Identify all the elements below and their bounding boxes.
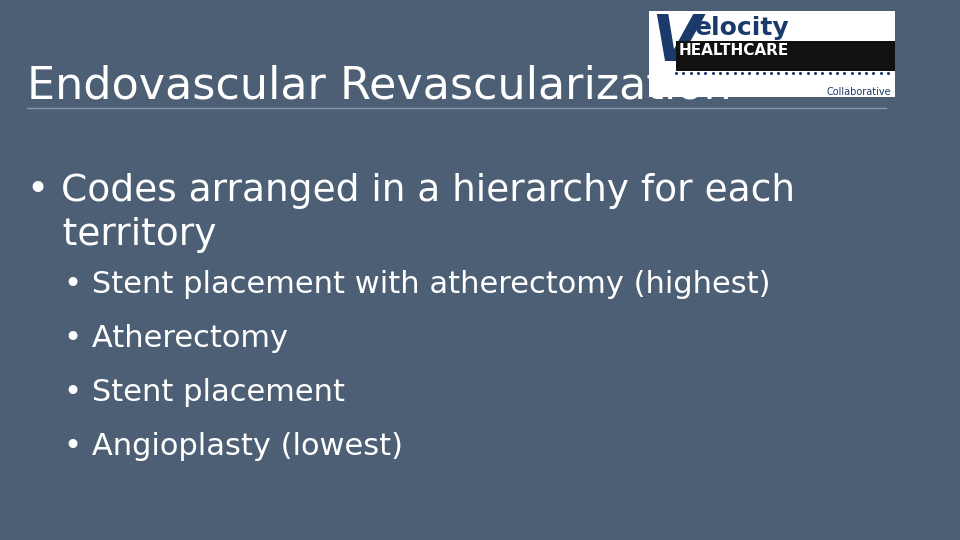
Text: • Codes arranged in a hierarchy for each
   territory: • Codes arranged in a hierarchy for each… [28,173,796,253]
Text: Collaborative: Collaborative [827,87,891,97]
Text: Endovascular Revascularization: Endovascular Revascularization [28,65,732,108]
Text: elocity: elocity [694,16,789,40]
Text: • Stent placement with atherectomy (highest): • Stent placement with atherectomy (high… [64,270,771,299]
Text: • Angioplasty (lowest): • Angioplasty (lowest) [64,432,403,461]
Text: • Stent placement: • Stent placement [64,378,345,407]
Bar [676,41,896,71]
Text: • Atherectomy: • Atherectomy [64,324,288,353]
Text: V: V [652,12,701,75]
Text: HEALTHCARE: HEALTHCARE [679,43,789,58]
Bar [649,11,896,97]
